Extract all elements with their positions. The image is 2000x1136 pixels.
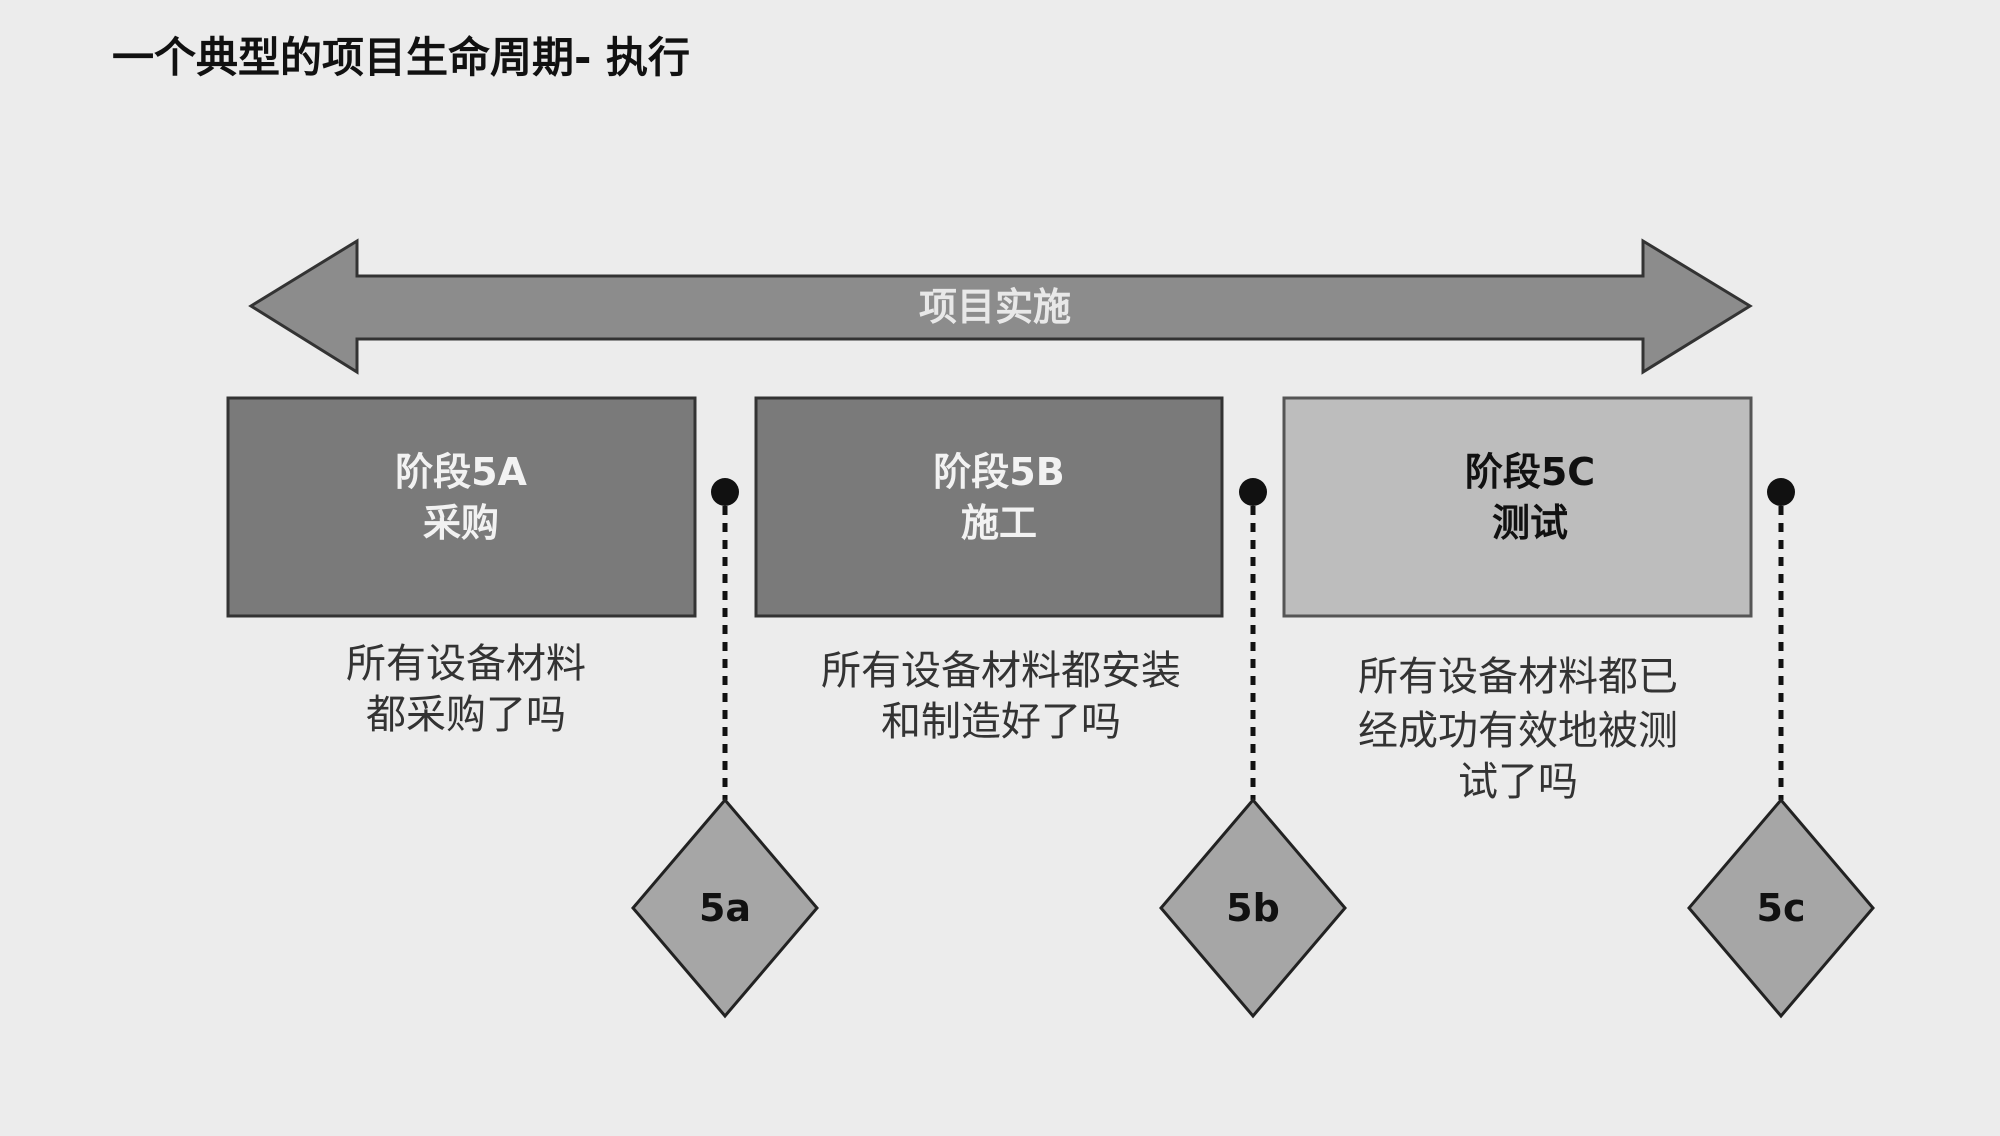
phase-name: 阶段5A (395, 450, 527, 494)
phase-sub: 采购 (423, 501, 499, 545)
phase-sub: 测试 (1492, 501, 1568, 545)
phase-desc-line: 试了吗 (1458, 759, 1578, 805)
phase-sub: 施工 (961, 501, 1037, 545)
phase-name: 阶段5C (1465, 450, 1595, 494)
phase-desc-line: 所有设备材料都已 (1358, 654, 1678, 700)
milestone-dot (711, 478, 739, 506)
phase-box (226, 396, 697, 618)
phase-desc-line: 所有设备材料 (346, 641, 586, 687)
milestone-label: 5b (1226, 886, 1280, 930)
arrow-label: 项目实施 (919, 285, 1071, 329)
milestone-5c: 5c (1687, 478, 1875, 1019)
project-implementation-arrow: 项目实施 (248, 238, 1753, 375)
phase-desc-line: 都采购了吗 (366, 692, 566, 738)
phase-desc-line: 经成功有效地被测 (1358, 708, 1678, 754)
milestone-5a: 5a (631, 478, 819, 1019)
milestone-5b: 5b (1159, 478, 1347, 1019)
phase-desc-line: 所有设备材料都安装 (821, 648, 1181, 694)
phase-5b: 阶段5B 施工 所有设备材料都安装 和制造好了吗 (754, 396, 1224, 745)
milestone-diamond (1159, 797, 1347, 1019)
milestone-diamond (631, 797, 819, 1019)
page-title: 一个典型的项目生命周期- 执行 (112, 33, 690, 82)
phase-5a: 阶段5A 采购 所有设备材料 都采购了吗 (226, 396, 697, 738)
phase-desc-line: 和制造好了吗 (881, 699, 1121, 745)
milestone-dot (1767, 478, 1795, 506)
phase-box (1282, 396, 1753, 618)
milestone-dot (1239, 478, 1267, 506)
milestone-label: 5c (1757, 886, 1806, 930)
milestone-label: 5a (699, 886, 751, 930)
phase-name: 阶段5B (933, 450, 1064, 494)
phase-5c: 阶段5C 测试 所有设备材料都已 经成功有效地被测 试了吗 (1282, 396, 1753, 805)
phase-box (754, 396, 1224, 618)
milestone-diamond (1687, 797, 1875, 1019)
